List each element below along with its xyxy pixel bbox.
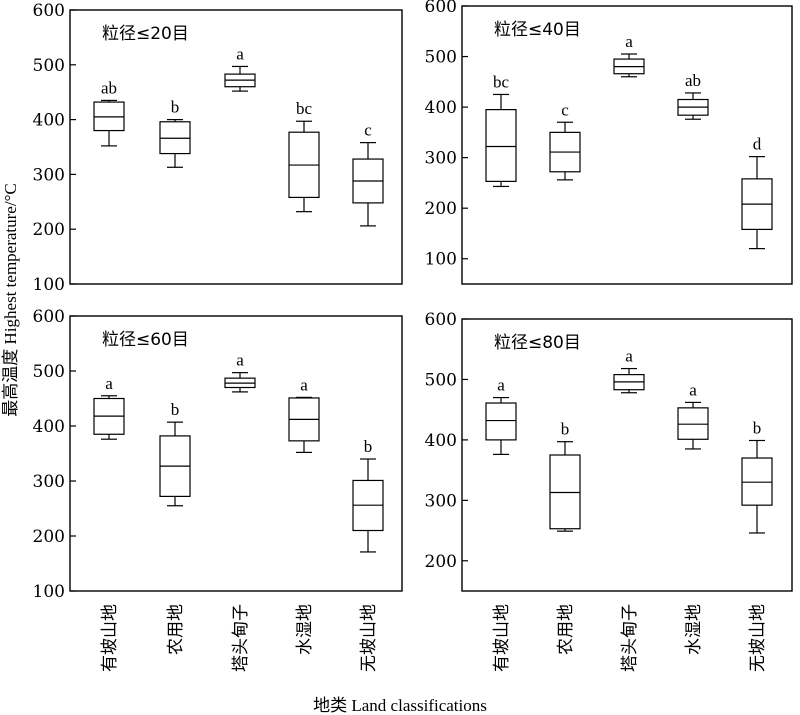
y-tick-label: 300 — [425, 149, 457, 169]
significance-letter: a — [236, 351, 244, 370]
box-2: b — [159, 98, 191, 168]
box-4: a — [677, 380, 709, 450]
panel-frame — [69, 9, 403, 285]
y-tick-label: 200 — [33, 527, 65, 547]
y-tick-label: 100 — [425, 250, 457, 270]
significance-letter: a — [689, 380, 697, 399]
y-tick-label: 500 — [33, 362, 65, 382]
significance-letter: a — [236, 44, 244, 63]
box-2: b — [159, 400, 191, 507]
box-4: a — [288, 375, 320, 453]
x-axis-label: 地类 Land classifications — [313, 696, 487, 715]
significance-letter: b — [171, 400, 180, 419]
box-iqr — [485, 402, 517, 441]
significance-letter: b — [364, 437, 373, 456]
significance-letter: b — [561, 420, 570, 439]
significance-letter: a — [300, 375, 308, 394]
significance-letter: c — [364, 121, 372, 140]
significance-letter: bc — [296, 99, 313, 118]
box-iqr — [677, 407, 709, 440]
significance-letter: a — [105, 374, 113, 393]
category-label: 塔头甸子 — [231, 604, 251, 672]
box-4: bc — [288, 99, 320, 213]
category-label: 水湿地 — [684, 604, 704, 655]
y-tick-label: 600 — [33, 307, 65, 327]
box-3: a — [613, 347, 645, 394]
box-5: b — [352, 437, 384, 553]
significance-letter: d — [753, 135, 762, 154]
panel-frame — [461, 318, 793, 592]
significance-letter: a — [625, 347, 633, 366]
box-2: c — [549, 100, 581, 181]
y-tick-label: 400 — [33, 111, 65, 131]
y-tick-label: 300 — [33, 165, 65, 185]
category-label: 农用地 — [166, 604, 186, 655]
significance-letter: a — [625, 32, 633, 51]
y-tick-label: 100 — [33, 275, 65, 295]
category-label: 有坡山地 — [492, 604, 512, 672]
panel-title: 粒径≤60目 — [102, 330, 189, 350]
panel-frame — [69, 315, 403, 592]
y-tick-label: 200 — [425, 552, 457, 572]
y-tick-label: 400 — [33, 417, 65, 437]
y-tick-label: 600 — [33, 1, 65, 21]
box-3: a — [224, 44, 256, 92]
y-tick-label: 400 — [425, 98, 457, 118]
y-tick-label: 300 — [33, 472, 65, 492]
category-label: 塔头甸子 — [620, 604, 640, 672]
box-5: b — [741, 418, 773, 534]
box-iqr — [741, 457, 773, 506]
significance-letter: a — [497, 376, 505, 395]
y-tick-label: 500 — [425, 370, 457, 390]
panel-4: 200 300 400 500 600 粒径≤80目 a b a a b — [425, 310, 793, 592]
y-tick-label: 600 — [425, 310, 457, 330]
y-tick-label: 500 — [425, 48, 457, 68]
significance-letter: b — [171, 98, 180, 117]
box-4: ab — [677, 71, 709, 120]
y-tick-label: 300 — [425, 491, 457, 511]
significance-letter: b — [753, 418, 762, 437]
y-tick-label: 600 — [425, 0, 457, 17]
box-5: c — [352, 121, 384, 227]
box-3: a — [613, 32, 645, 78]
category-label: 无坡山地 — [359, 604, 379, 672]
y-axis-label: 最高温度 Highest temperature/°C — [1, 183, 20, 416]
box-2: b — [549, 420, 581, 532]
box-3: a — [224, 351, 256, 393]
panel-frame — [461, 5, 793, 285]
box-5: d — [741, 135, 773, 250]
category-label: 农用地 — [556, 604, 576, 655]
panel-2: 100 200 300 400 500 600 粒径≤40目 bc c a ab d — [425, 0, 793, 285]
category-label: 水湿地 — [295, 604, 315, 655]
y-tick-label: 200 — [33, 220, 65, 240]
y-tick-label: 200 — [425, 199, 457, 219]
box-1: a — [485, 376, 517, 455]
panel-title: 粒径≤80目 — [494, 333, 581, 353]
y-tick-label: 400 — [425, 431, 457, 451]
box-1: ab — [93, 78, 125, 147]
significance-letter: c — [561, 100, 569, 119]
box-iqr — [549, 454, 581, 530]
panel-3: 100 200 300 400 500 600 粒径≤60目 a b a a b — [33, 307, 403, 602]
y-tick-label: 100 — [33, 582, 65, 602]
significance-letter: bc — [493, 72, 510, 91]
panel-title: 粒径≤20目 — [102, 24, 189, 44]
box-1: a — [93, 374, 125, 440]
significance-letter: ab — [685, 71, 701, 90]
panel-title: 粒径≤40目 — [494, 20, 581, 40]
box-1: bc — [485, 72, 517, 188]
category-label: 无坡山地 — [748, 604, 768, 672]
box-iqr — [485, 109, 517, 182]
panel-1: 100 200 300 400 500 600 粒径≤20目 ab b a bc c — [33, 1, 403, 295]
category-label: 有坡山地 — [100, 604, 120, 672]
y-tick-label: 500 — [33, 56, 65, 76]
significance-letter: ab — [101, 78, 117, 97]
